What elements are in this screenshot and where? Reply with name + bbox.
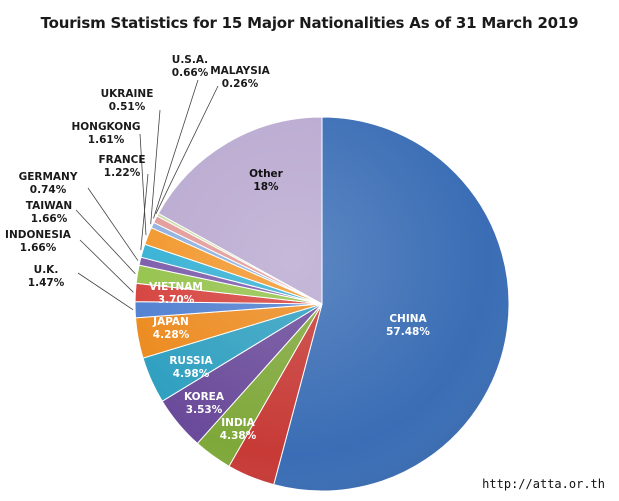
slice-label-name: FRANCE: [98, 154, 145, 166]
leader-line: [155, 85, 219, 214]
slice-label: KOREA 3.53%: [184, 391, 225, 416]
leader-line: [75, 209, 136, 275]
slice-label-value: 18%: [253, 181, 279, 193]
slice-label-name: TAIWAN: [26, 200, 72, 212]
leader-line: [153, 79, 199, 219]
slice-label: CHINA 57.48%: [386, 313, 430, 338]
slice-label: U.K. 1.47%: [28, 264, 65, 289]
slice-label-name: VIETNAM: [149, 281, 203, 293]
slice-label-name: JAPAN: [152, 316, 189, 328]
slice-label-value: 1.22%: [104, 167, 141, 179]
slice-label-name: GERMANY: [19, 171, 78, 183]
slice-label: HONGKONG 1.61%: [71, 121, 140, 146]
slice-label-name: KOREA: [184, 391, 225, 403]
leader-line: [77, 272, 134, 311]
slice-label-name: INDONESIA: [5, 229, 72, 241]
slice-label-value: 57.48%: [386, 326, 430, 338]
slice-label: UKRAINE 0.51%: [101, 88, 154, 113]
slice-label-name: RUSSIA: [169, 355, 213, 367]
leader-line: [150, 109, 161, 225]
slice-label-value: 1.47%: [28, 277, 65, 289]
slice-label: INDIA 4.38%: [220, 417, 257, 442]
slice-label-name: U.K.: [34, 264, 59, 276]
slice-label-value: 3.70%: [158, 294, 195, 306]
slice-label: VIETNAM 3.70%: [149, 281, 203, 306]
slice-label-name: INDIA: [221, 417, 255, 429]
leader-line: [139, 133, 147, 236]
slice-label: TAIWAN 1.66%: [26, 200, 72, 225]
slice-label-value: 0.51%: [109, 101, 146, 113]
slice-label: FRANCE 1.22%: [98, 154, 145, 179]
slice-label-value: 4.38%: [220, 430, 257, 442]
slice-label-name: MALAYSIA: [210, 65, 270, 77]
slice-label-name: U.S.A.: [172, 54, 208, 66]
slice-label-value: 1.66%: [31, 213, 68, 225]
slice-label: U.S.A. 0.66%: [172, 54, 209, 79]
slice-label-name: UKRAINE: [101, 88, 154, 100]
leader-line: [79, 239, 134, 293]
slice-label-value: 4.98%: [173, 368, 210, 380]
slice-label: RUSSIA 4.98%: [169, 355, 213, 380]
slice-label-value: 1.66%: [20, 242, 57, 254]
leader-line: [87, 187, 139, 261]
slice-label-name: HONGKONG: [71, 121, 140, 133]
slice-label-value: 4.28%: [153, 329, 190, 341]
slice-label: GERMANY 0.74%: [19, 171, 78, 196]
slice-label-name: Other: [249, 168, 284, 180]
slice-label-value: 0.74%: [30, 184, 67, 196]
slice-label-value: 3.53%: [186, 404, 223, 416]
slice-label-value: 1.61%: [88, 134, 125, 146]
slice-label-value: 0.26%: [222, 78, 259, 90]
slice-label-value: 0.66%: [172, 67, 209, 79]
slice-label-name: CHINA: [389, 313, 427, 325]
source-credit: http://atta.or.th: [482, 477, 605, 491]
chart-title: Tourism Statistics for 15 Major National…: [40, 14, 579, 32]
slice-label: MALAYSIA 0.26%: [210, 65, 270, 90]
slice-label: INDONESIA 1.66%: [5, 229, 72, 254]
slice-label: JAPAN 4.28%: [152, 316, 190, 341]
slice-label: Other 18%: [249, 168, 284, 193]
